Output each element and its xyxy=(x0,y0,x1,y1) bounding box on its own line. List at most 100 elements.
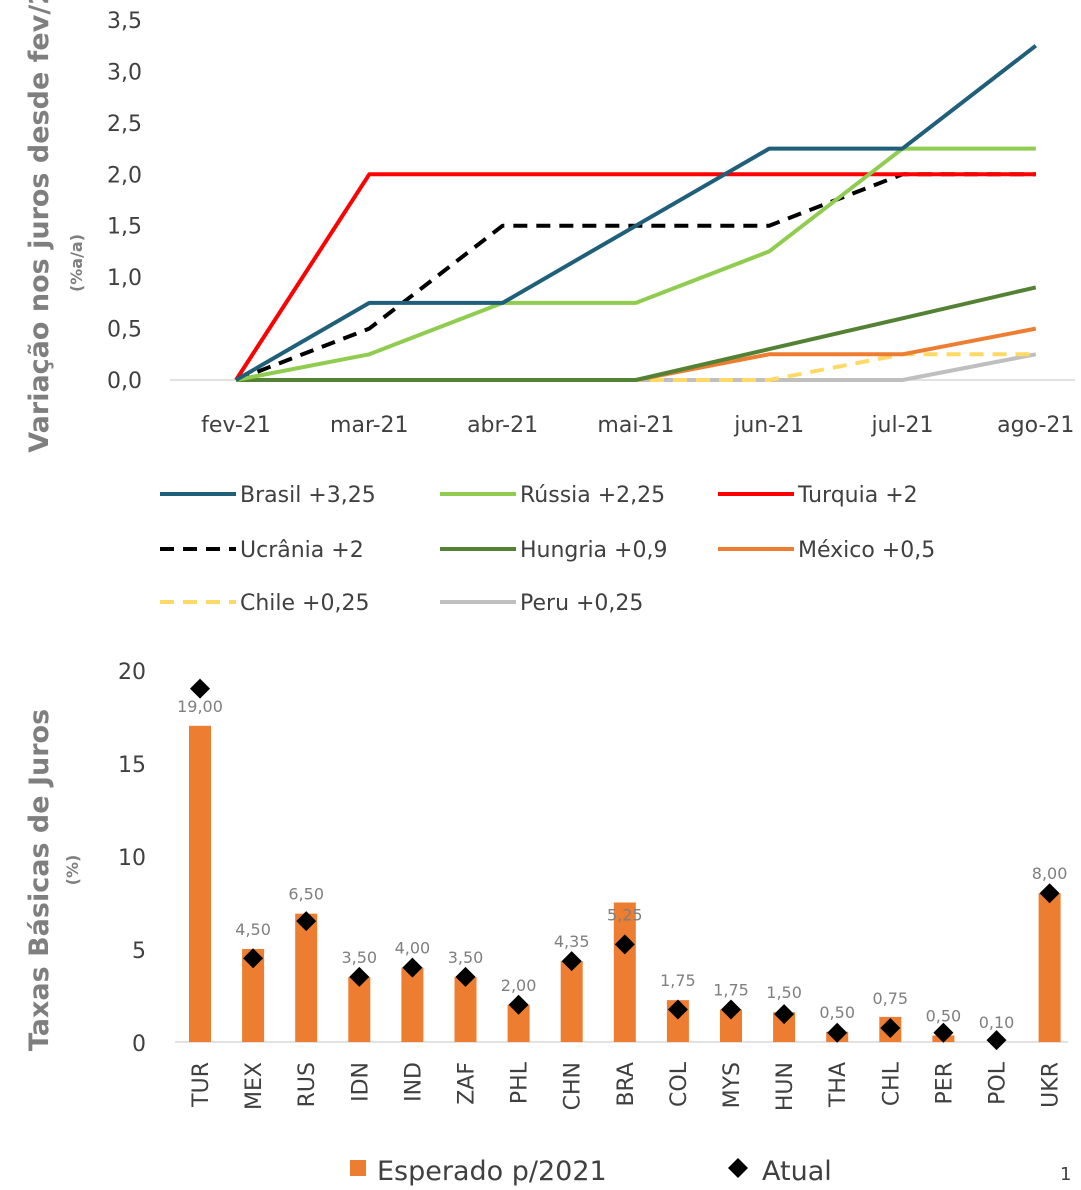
marker-actual xyxy=(455,966,476,987)
line-chart-y-axis-unit: (%a/a) xyxy=(67,234,86,292)
bar-expected xyxy=(348,976,371,1042)
bar-chart-x-tick: THA xyxy=(826,1062,851,1108)
legend-label: Ucrânia +2 xyxy=(240,538,364,563)
bar-chart-y-axis-unit: (%) xyxy=(63,855,82,886)
bar-chart-y-tick: 10 xyxy=(118,846,146,871)
line-legend-item: Hungria +0,9 xyxy=(440,538,667,563)
bar-chart-bars xyxy=(189,725,1061,1042)
line-chart-y-tick: 1,5 xyxy=(107,215,142,240)
marker-actual xyxy=(1039,883,1060,904)
line-legend-item: México +0,5 xyxy=(718,538,935,563)
page-number: 1 xyxy=(1060,1164,1071,1185)
line-legend-item: Turquia +2 xyxy=(718,483,918,508)
bar-data-label: 6,50 xyxy=(288,885,324,904)
line-series xyxy=(235,172,1036,382)
line-series xyxy=(234,172,1036,382)
bar-chart-y-axis-title: Taxas Básicas de Juros xyxy=(24,709,55,1051)
bar-data-label: 19,00 xyxy=(177,697,223,716)
line-chart-x-tick: abr-21 xyxy=(467,413,538,438)
bar-expected xyxy=(242,949,265,1042)
bar-chart-x-tick: CHN xyxy=(561,1062,586,1110)
bar-chart-x-tick: CHL xyxy=(879,1061,904,1106)
bar-chart-x-tick: UKR xyxy=(1039,1062,1064,1108)
legend-label: Chile +0,25 xyxy=(240,591,369,616)
bar-chart-x-tick: TUR xyxy=(189,1062,214,1108)
bar-expected xyxy=(613,902,636,1042)
marker-actual xyxy=(933,1022,954,1043)
bar-expected xyxy=(773,1012,796,1042)
line-chart-y-label: Variação nos juros desde fev/21 xyxy=(24,0,55,453)
bar-chart-x-tick: HUN xyxy=(773,1062,798,1111)
marker-actual xyxy=(508,994,529,1015)
bar-data-label: 0,50 xyxy=(819,1003,855,1022)
bar-chart: 0 5 10 15 20 19,00 4,50 6,50 3,50 4,00 3,50 2,00 4,… xyxy=(24,660,1068,1187)
bar-chart-x-tick: ZAF xyxy=(455,1062,480,1105)
line-series xyxy=(236,326,1037,382)
bar-legend-item: Atual xyxy=(728,1156,832,1187)
line-chart-x-tick: ago-21 xyxy=(997,413,1074,438)
bar-chart-y-unit: (%) xyxy=(63,855,82,886)
bar-chart-x-tick: COL xyxy=(667,1061,692,1107)
bar-data-label: 1,50 xyxy=(766,983,802,1002)
line-chart-y-tick: 1,0 xyxy=(107,266,142,291)
line-legend-item: Ucrânia +2 xyxy=(160,538,364,563)
line-legend-item: Chile +0,25 xyxy=(160,591,369,616)
marker-actual xyxy=(296,911,317,932)
bar-expected xyxy=(1038,893,1061,1042)
line-chart-series xyxy=(234,44,1038,382)
legend-label: Turquia +2 xyxy=(797,483,918,508)
line-legend-item: Peru +0,25 xyxy=(440,591,643,616)
legend-label: México +0,5 xyxy=(798,538,935,563)
marker-actual xyxy=(986,1030,1007,1051)
legend-label: Brasil +3,25 xyxy=(240,483,376,508)
legend-bar-swatch xyxy=(350,1160,366,1176)
marker-actual xyxy=(721,999,741,1020)
line-chart-y-tick: 0,0 xyxy=(107,369,142,394)
marker-actual xyxy=(827,1022,848,1043)
bar-data-label: 4,00 xyxy=(395,939,431,958)
bar-data-label: 1,75 xyxy=(660,971,696,990)
line-chart-x-tick: mai-21 xyxy=(597,413,674,438)
line-chart-x-tick: jul-21 xyxy=(870,413,933,438)
bar-chart-legend: Esperado p/2021 Atual xyxy=(350,1156,832,1187)
bar-chart-x-tick: IDN xyxy=(348,1062,373,1102)
bar-data-label: 4,50 xyxy=(235,920,271,939)
bar-data-label: 3,50 xyxy=(341,948,377,967)
line-chart-y-tick: 3,0 xyxy=(107,60,142,85)
bar-chart-x-tick: BRA xyxy=(614,1062,639,1107)
bar-chart-y-tick: 15 xyxy=(118,753,146,778)
bar-chart-y-tick: 0 xyxy=(132,1032,146,1057)
line-chart-y-axis-title: Variação nos juros desde fev/21 xyxy=(24,0,55,453)
bar-data-label: 0,10 xyxy=(979,1013,1015,1032)
bar-expected xyxy=(189,725,211,1042)
line-chart-x-ticks: fev-21 mar-21 abr-21 mai-21 jun-21 jul-21 ago-… xyxy=(201,413,1074,438)
bar-chart-x-ticks: TUR MEX RUS IDN IND ZAF PHL CHN BRA COL MYS HUN THA C… xyxy=(189,1061,1064,1111)
line-chart-y-tick: 2,5 xyxy=(107,112,142,137)
bar-chart-x-tick: MYS xyxy=(720,1062,745,1108)
bar-chart-y-ticks: 0 5 10 15 20 xyxy=(118,660,146,1057)
bar-data-label: 1,75 xyxy=(713,980,749,999)
marker-actual xyxy=(774,1004,795,1025)
bar-legend-item: Esperado p/2021 xyxy=(350,1156,607,1187)
legend-label: Esperado p/2021 xyxy=(377,1156,607,1187)
line-series xyxy=(235,146,1036,382)
marker-actual xyxy=(402,957,423,978)
bar-chart-y-tick: 20 xyxy=(118,660,146,685)
legend-label: Peru +0,25 xyxy=(520,591,643,616)
bar-chart-x-tick: PER xyxy=(932,1062,957,1104)
marker-actual xyxy=(614,934,635,955)
bar-chart-markers xyxy=(190,678,1060,1051)
bar-chart-x-tick: RUS xyxy=(295,1062,320,1107)
bar-chart-x-tick: IND xyxy=(401,1062,426,1102)
line-chart-x-tick: mar-21 xyxy=(330,413,408,438)
bar-chart-y-tick: 5 xyxy=(132,939,146,964)
bar-data-label: 3,50 xyxy=(448,948,484,967)
line-legend-item: Rússia +2,25 xyxy=(440,483,665,508)
line-chart-x-tick: fev-21 xyxy=(201,413,271,438)
line-chart-y-tick: 2,0 xyxy=(107,163,142,188)
bar-data-label: 2,00 xyxy=(501,976,537,995)
bar-chart-x-tick: POL xyxy=(986,1061,1011,1105)
bar-chart-x-tick: MEX xyxy=(242,1062,267,1110)
marker-actual xyxy=(190,678,210,699)
marker-actual xyxy=(349,966,370,987)
